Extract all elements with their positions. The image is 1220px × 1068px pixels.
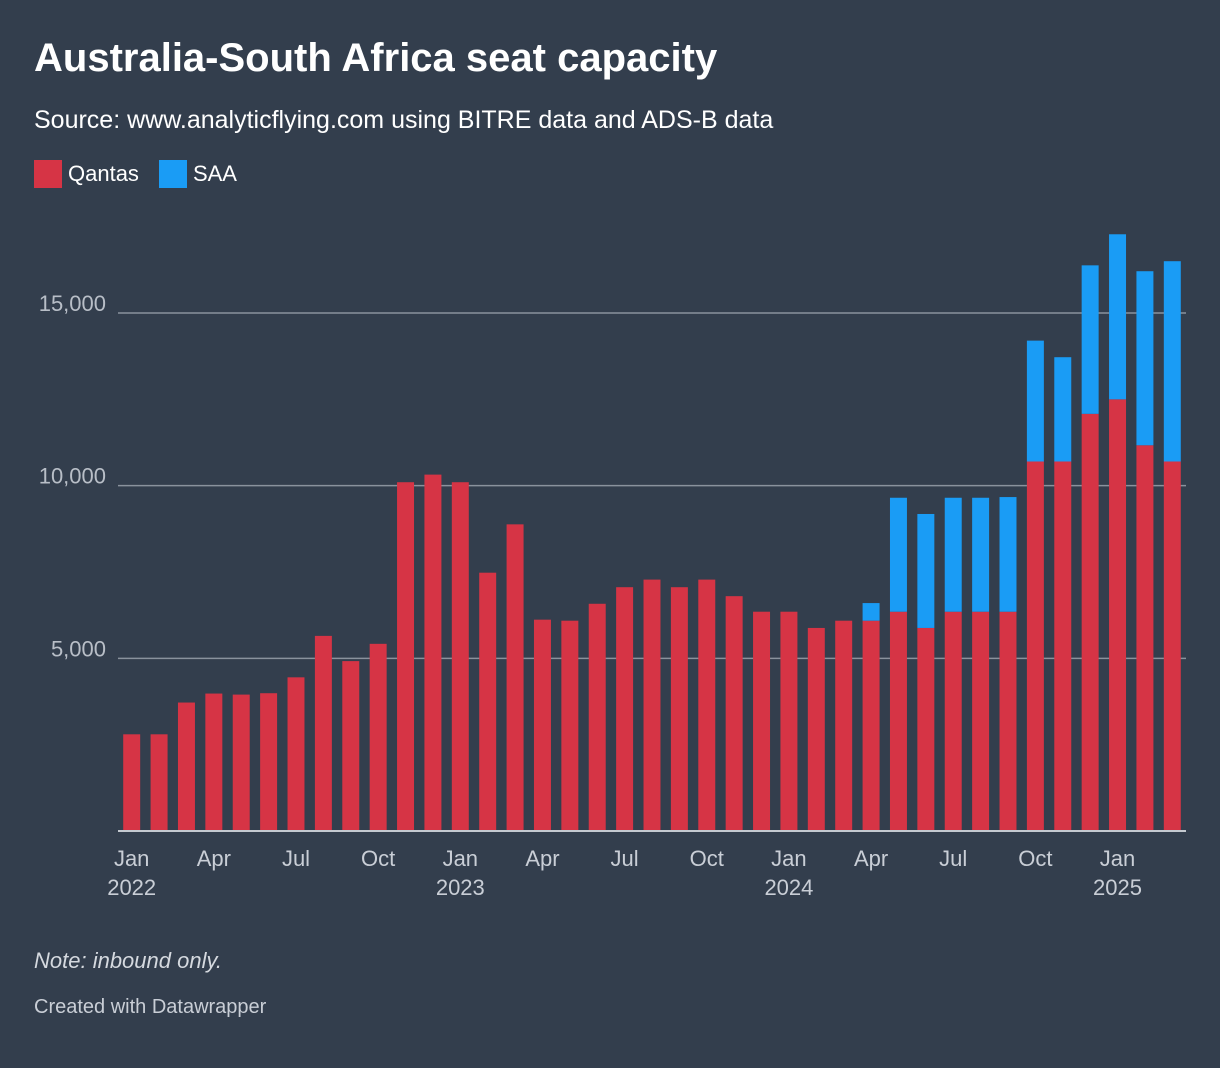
y-tick-label: 5,000 bbox=[51, 636, 106, 661]
bar-saa bbox=[917, 513, 935, 628]
x-tick-label: Oct bbox=[690, 846, 724, 871]
bar-qantas bbox=[889, 611, 907, 831]
chart-plot: 5,000 10,000 15,000 Jan 2022 Apr Jul Oct Jan 2023… bbox=[39, 234, 1186, 900]
bar-qantas bbox=[424, 474, 442, 831]
bar-saa bbox=[1163, 261, 1181, 462]
bar-qantas bbox=[862, 620, 880, 831]
bar-qantas bbox=[1026, 461, 1044, 831]
legend-swatch-saa bbox=[158, 160, 187, 188]
bar-qantas bbox=[917, 627, 935, 831]
bar-qantas bbox=[287, 677, 305, 831]
x-tick-label: Oct bbox=[1018, 846, 1052, 871]
x-tick-label: Jan bbox=[1100, 846, 1135, 871]
bar-qantas bbox=[643, 579, 661, 831]
legend-label-qantas: Qantas bbox=[68, 161, 139, 186]
bar-qantas bbox=[972, 611, 990, 831]
bar-saa bbox=[862, 603, 880, 621]
bar-qantas bbox=[698, 579, 716, 831]
x-tick-label: Jan bbox=[114, 846, 149, 871]
bar-qantas bbox=[205, 693, 223, 831]
bar-qantas bbox=[177, 702, 195, 831]
bar-qantas bbox=[999, 611, 1017, 831]
bar-qantas bbox=[150, 734, 168, 831]
x-tick-year-label: 2022 bbox=[107, 875, 156, 900]
x-tick-label: Jan bbox=[771, 846, 806, 871]
y-tick-label: 10,000 bbox=[39, 464, 106, 489]
bar-qantas bbox=[369, 643, 387, 831]
bar-qantas bbox=[1054, 461, 1072, 831]
bar-saa bbox=[889, 497, 907, 612]
bar-qantas bbox=[123, 734, 141, 831]
bar-qantas bbox=[479, 572, 497, 831]
bar-qantas bbox=[944, 611, 962, 831]
bar-qantas bbox=[260, 693, 278, 831]
bar-qantas bbox=[616, 587, 634, 831]
x-tick-label: Jul bbox=[939, 846, 967, 871]
x-tick-label: Jul bbox=[611, 846, 639, 871]
legend-label-saa: SAA bbox=[192, 161, 237, 186]
bar-saa bbox=[972, 497, 990, 612]
bar-qantas bbox=[1109, 399, 1127, 831]
bar-saa bbox=[1081, 265, 1099, 414]
x-tick-year-label: 2024 bbox=[764, 875, 813, 900]
legend-item-qantas: Qantas bbox=[34, 160, 139, 188]
bar-qantas bbox=[232, 694, 250, 831]
chart-credit: Created with Datawrapper bbox=[34, 996, 267, 1018]
x-tick-label: Jul bbox=[282, 846, 310, 871]
bar-qantas bbox=[835, 620, 853, 831]
bar-qantas bbox=[533, 619, 551, 831]
chart-legend: Qantas SAA bbox=[34, 160, 237, 188]
bar-qantas bbox=[506, 524, 524, 831]
x-tick-year-label: 2025 bbox=[1093, 875, 1142, 900]
bar-saa bbox=[1026, 340, 1044, 462]
bar-qantas bbox=[588, 603, 606, 831]
bar-qantas bbox=[725, 596, 743, 831]
bar-qantas bbox=[1163, 461, 1181, 831]
bar-qantas bbox=[780, 611, 798, 831]
chart-subtitle: Source: www.analyticflying.com using BIT… bbox=[34, 106, 774, 134]
x-tick-label: Apr bbox=[197, 846, 231, 871]
bar-saa bbox=[944, 497, 962, 612]
x-tick-year-label: 2023 bbox=[436, 875, 485, 900]
x-tick-label: Apr bbox=[525, 846, 559, 871]
bar-saa bbox=[1109, 234, 1127, 400]
x-tick-label: Oct bbox=[361, 846, 395, 871]
bar-qantas bbox=[397, 482, 415, 831]
bar-qantas bbox=[753, 611, 771, 831]
x-tick-label: Apr bbox=[854, 846, 888, 871]
bar-qantas bbox=[1136, 445, 1154, 831]
bar-qantas bbox=[342, 661, 360, 831]
bar-saa bbox=[1136, 271, 1154, 446]
legend-item-saa: SAA bbox=[158, 160, 237, 188]
legend-swatch-qantas bbox=[34, 160, 62, 188]
chart-title: Australia-South Africa seat capacity bbox=[34, 36, 718, 80]
y-tick-label: 15,000 bbox=[39, 291, 106, 316]
bar-qantas bbox=[561, 620, 579, 831]
bar-saa bbox=[999, 497, 1017, 612]
chart-note: Note: inbound only. bbox=[34, 948, 222, 973]
bar-saa bbox=[1054, 357, 1072, 462]
x-tick-label: Jan bbox=[443, 846, 478, 871]
bar-qantas bbox=[807, 627, 825, 831]
bar-qantas bbox=[314, 635, 332, 831]
bar-qantas bbox=[451, 482, 469, 831]
bar-qantas bbox=[1081, 413, 1099, 831]
bar-qantas bbox=[670, 587, 688, 831]
